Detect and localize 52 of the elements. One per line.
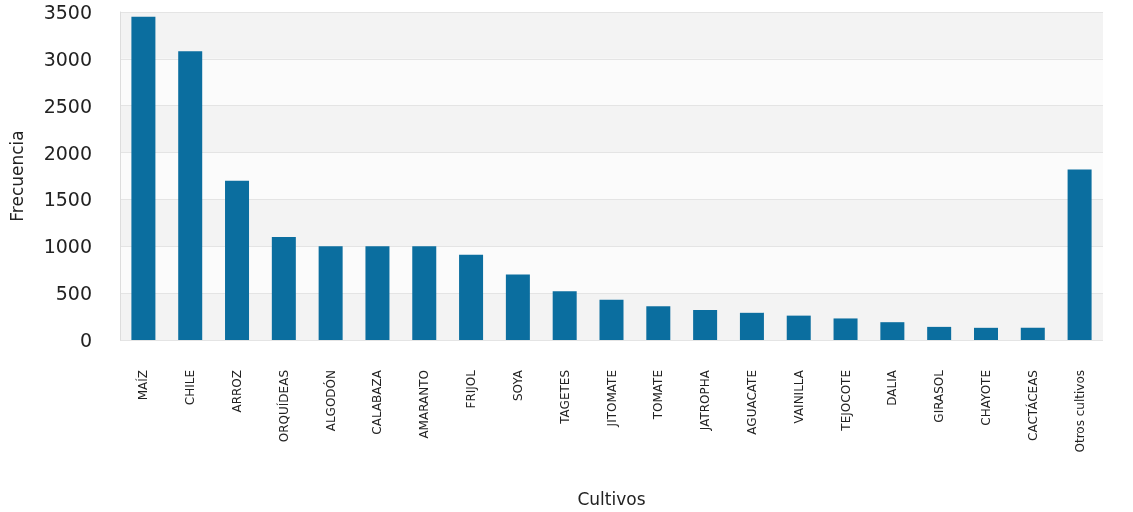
x-tick-label: Otros cultivos (1072, 370, 1087, 453)
x-tick-label: DALIA (885, 369, 900, 406)
x-tick-label: TAGETES (557, 370, 572, 425)
x-tick-label: JITOMATE (604, 370, 619, 428)
x-tick-label: CACTÁCEAS (1024, 370, 1040, 441)
y-tick-label: 1000 (43, 235, 92, 258)
bar (178, 51, 203, 340)
bar (786, 315, 811, 340)
y-tick-label: 3500 (43, 1, 92, 23)
bar (927, 326, 952, 340)
y-tick-label: 1500 (43, 188, 92, 211)
x-tick-label: SOYA (510, 369, 525, 402)
x-tick-label: TOMATE (651, 370, 666, 421)
x-tick-label: AGUACATE (744, 370, 759, 435)
bar (459, 254, 484, 340)
bar (505, 274, 530, 340)
x-tick-label: JATROPHA (698, 369, 713, 432)
x-tick-label: CHILE (183, 370, 198, 406)
bar (552, 291, 577, 340)
y-tick-label: 0 (79, 329, 92, 351)
bar (880, 322, 905, 340)
bar (693, 310, 718, 340)
x-axis-title: Cultivos (577, 488, 646, 509)
y-tick-label: 2500 (43, 94, 92, 117)
bar (318, 246, 343, 340)
y-tick-label: 2000 (43, 141, 92, 164)
bar (833, 318, 858, 340)
x-tick-label: ORQUÍDEAS (275, 370, 291, 443)
bar (739, 312, 764, 340)
x-tick-label: GIRASOL (932, 369, 947, 423)
bar (1067, 169, 1092, 340)
x-tick-label: CALABAZA (370, 369, 385, 435)
bar (271, 236, 296, 340)
x-tick-label: ALGODÓN (322, 370, 338, 432)
bar (412, 246, 437, 340)
x-tick-label: MAÍZ (135, 370, 151, 401)
x-tick-label: FRIJOL (464, 369, 479, 409)
y-tick-label: 3000 (43, 47, 92, 70)
y-tick-label: 500 (55, 282, 92, 305)
x-tick-label: TEJOCOTE (838, 370, 853, 432)
bar (131, 16, 156, 340)
bar (973, 327, 998, 340)
x-tick-label: CHAYOTE (978, 370, 993, 426)
bar (365, 246, 390, 340)
bar (1020, 327, 1045, 340)
x-tick-label: AMARANTO (417, 370, 432, 439)
x-tick-label: VAINILLA (791, 369, 806, 424)
bar (599, 299, 624, 340)
bar (225, 180, 250, 340)
y-axis-title: Frecuencia (6, 130, 27, 222)
bar (646, 306, 671, 340)
x-tick-label: ARROZ (230, 370, 245, 413)
